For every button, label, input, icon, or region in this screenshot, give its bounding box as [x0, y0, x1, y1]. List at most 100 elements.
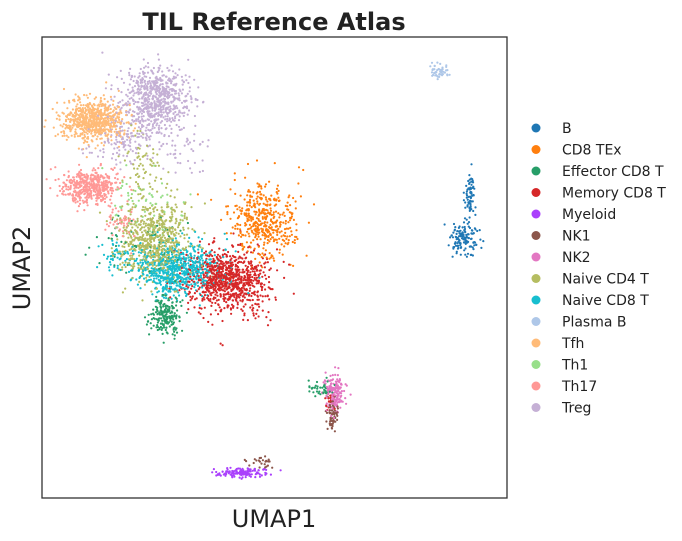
point-memory-cd8-t: [248, 289, 251, 292]
point-treg: [181, 88, 184, 91]
point-treg: [201, 169, 204, 173]
point-naive-cd8-t: [198, 260, 201, 263]
point-treg: [110, 84, 113, 87]
point-naive-cd4-t: [163, 213, 166, 216]
point-nk1: [258, 466, 261, 469]
point-treg: [193, 139, 196, 142]
point-th1: [119, 205, 122, 208]
point-naive-cd8-t: [140, 248, 143, 252]
point-cd8-tex: [274, 210, 278, 213]
point-treg: [156, 122, 159, 125]
point-naive-cd8-t: [199, 258, 202, 261]
point-tfh: [51, 107, 54, 111]
point-th17: [104, 173, 107, 176]
point-treg: [168, 118, 171, 121]
point-treg: [148, 144, 151, 147]
point-b: [451, 255, 454, 258]
point-treg: [129, 141, 132, 144]
point-naive-cd8-t: [143, 277, 146, 280]
point-cd8-tex: [267, 235, 270, 238]
point-memory-cd8-t: [219, 310, 222, 313]
point-tfh: [105, 81, 108, 84]
point-treg: [175, 113, 178, 116]
point-naive-cd4-t: [145, 234, 149, 237]
point-treg: [146, 71, 150, 74]
point-cd8-tex: [262, 211, 265, 214]
point-naive-cd4-t: [144, 206, 147, 209]
point-tfh: [121, 118, 124, 121]
point-tfh: [111, 103, 115, 106]
point-naive-cd8-t: [151, 272, 154, 276]
point-cd8-tex: [247, 209, 250, 212]
point-treg: [159, 64, 162, 67]
point-b: [466, 233, 470, 236]
point-naive-cd8-t: [186, 250, 189, 253]
point-cd8-tex: [250, 219, 253, 222]
point-memory-cd8-t: [240, 277, 243, 280]
point-cd8-tex: [287, 239, 290, 242]
point-naive-cd4-t: [136, 217, 139, 220]
point-treg: [120, 138, 124, 141]
point-nk1: [261, 459, 264, 462]
point-memory-cd8-t: [243, 274, 246, 278]
point-treg: [170, 120, 173, 123]
point-treg: [147, 136, 150, 139]
point-treg: [145, 132, 148, 135]
point-nk1: [259, 456, 263, 459]
point-naive-cd8-t: [182, 278, 185, 281]
chart-title: TIL Reference Atlas: [142, 8, 405, 36]
point-cd8-tex: [265, 256, 268, 259]
point-treg: [153, 126, 156, 129]
point-naive-cd8-t: [143, 253, 146, 256]
point-memory-cd8-t: [211, 241, 214, 244]
point-naive-cd4-t: [121, 250, 124, 253]
point-b: [461, 231, 464, 234]
point-treg: [138, 91, 141, 94]
point-naive-cd4-t: [171, 213, 174, 216]
point-treg: [158, 141, 161, 144]
point-b: [465, 184, 468, 187]
point-tfh: [118, 116, 121, 119]
point-treg: [110, 157, 114, 160]
point-naive-cd8-t: [111, 242, 114, 246]
point-plasma-b: [446, 74, 449, 77]
point-nk2: [324, 371, 327, 374]
point-treg: [119, 69, 122, 72]
point-treg: [162, 111, 165, 114]
point-memory-cd8-t: [253, 270, 256, 273]
point-naive-cd4-t: [164, 245, 168, 248]
point-effector-cd8-t: [173, 337, 176, 340]
point-th17: [130, 210, 133, 214]
point-tfh: [109, 117, 112, 120]
point-cd8-tex: [286, 205, 289, 208]
point-cd8-tex: [252, 199, 255, 202]
point-cd8-tex: [258, 231, 261, 234]
point-cd8-tex: [275, 191, 278, 194]
point-tfh: [73, 111, 76, 115]
point-th17: [84, 196, 87, 199]
point-memory-cd8-t: [210, 271, 213, 274]
point-treg: [131, 150, 134, 153]
point-treg: [172, 75, 175, 78]
point-memory-cd8-t: [205, 287, 209, 291]
point-naive-cd8-t: [188, 236, 191, 239]
point-plasma-b: [436, 75, 439, 78]
point-cd8-tex: [260, 198, 263, 201]
point-naive-cd8-t: [175, 243, 178, 246]
point-cd8-tex: [290, 215, 293, 218]
point-tfh: [98, 125, 101, 128]
point-effector-cd8-t: [159, 325, 162, 329]
point-tfh: [91, 106, 95, 109]
point-th17: [95, 199, 98, 202]
point-naive-cd4-t: [148, 206, 152, 210]
point-treg: [170, 127, 173, 130]
point-naive-cd4-t: [157, 238, 160, 241]
point-cd8-tex: [295, 229, 298, 232]
point-tfh: [81, 137, 84, 140]
point-naive-cd8-t: [111, 258, 114, 262]
point-memory-cd8-t: [218, 289, 221, 292]
point-th17: [86, 175, 89, 178]
point-treg: [201, 140, 204, 143]
point-naive-cd4-t: [139, 158, 142, 161]
point-memory-cd8-t: [214, 309, 217, 312]
